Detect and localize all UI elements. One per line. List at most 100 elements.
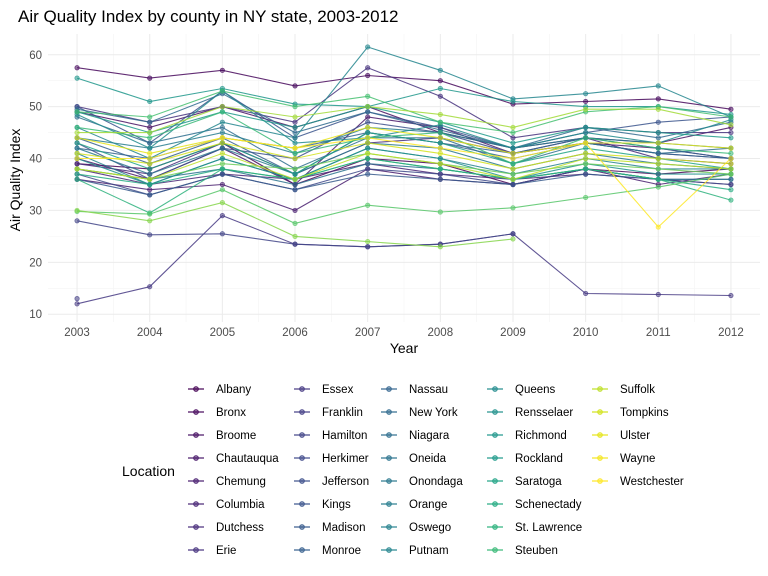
data-point	[510, 205, 516, 211]
series-line	[77, 173, 731, 224]
data-point	[728, 155, 734, 162]
legend-label: Madison	[322, 522, 365, 534]
legend-item: Oneida	[381, 453, 447, 465]
data-point	[74, 135, 80, 141]
data-point	[292, 83, 298, 89]
data-point	[510, 135, 516, 141]
data-point	[583, 150, 589, 156]
legend-item: Niagara	[381, 430, 450, 442]
data-point	[147, 192, 153, 198]
data-point	[292, 129, 298, 136]
legend-label: Erie	[216, 545, 236, 557]
legend-key-point	[386, 547, 392, 553]
legend-item: Oswego	[381, 522, 451, 534]
data-point	[292, 166, 298, 172]
y-tick-label: 20	[29, 257, 42, 269]
data-point	[292, 171, 298, 177]
legend-label: Franklin	[322, 407, 363, 419]
data-point	[437, 93, 443, 99]
data-point	[74, 166, 80, 172]
data-point	[74, 109, 80, 115]
legend-key-point	[492, 455, 498, 461]
data-point	[583, 171, 589, 177]
data-point	[655, 135, 661, 141]
legend-label: Albany	[216, 384, 251, 396]
data-point	[219, 161, 225, 167]
data-point	[292, 181, 298, 188]
series-line	[77, 106, 732, 134]
data-point	[365, 72, 371, 79]
data-point	[728, 197, 734, 203]
legend-label: Ulster	[620, 430, 650, 442]
data-point	[437, 85, 443, 92]
legend-label: Broome	[216, 430, 256, 442]
data-point	[74, 145, 80, 151]
legend-item: Onondaga	[381, 476, 463, 488]
data-point	[655, 140, 661, 146]
data-point	[655, 150, 661, 156]
data-point	[728, 114, 734, 120]
legend-key-point	[492, 409, 498, 415]
data-point	[655, 145, 661, 151]
x-tick-label: 2010	[573, 327, 599, 339]
data-point	[292, 140, 298, 146]
y-tick-label: 50	[29, 102, 42, 114]
legend-item: Steuben	[487, 545, 558, 557]
data-point	[510, 171, 516, 177]
legend-label: Hamilton	[322, 430, 367, 442]
legend-key-point	[299, 432, 305, 438]
data-point	[292, 233, 298, 239]
data-point	[147, 150, 153, 156]
x-tick-label: 2004	[137, 327, 163, 339]
data-point	[365, 104, 371, 110]
data-point	[655, 166, 661, 172]
legend-item: New York	[381, 407, 458, 419]
data-point	[510, 140, 516, 146]
data-point	[219, 109, 225, 115]
data-point	[583, 106, 589, 112]
data-point	[365, 244, 371, 250]
series-line	[76, 90, 731, 149]
legend-item: Rockland	[487, 453, 563, 465]
data-point	[292, 119, 298, 125]
legend-label: Orange	[409, 499, 447, 511]
legend-item: Essex	[294, 384, 354, 396]
data-point	[583, 161, 589, 167]
data-point	[510, 129, 516, 136]
data-point	[365, 140, 371, 146]
data-point	[219, 67, 225, 73]
legend-key-point	[386, 386, 392, 392]
legend-item: Putnam	[381, 545, 449, 557]
x-tick-label: 2009	[500, 327, 526, 339]
legend-label: Niagara	[409, 430, 450, 442]
series-line	[76, 157, 732, 214]
data-point	[583, 290, 589, 297]
data-point	[147, 114, 153, 120]
legend-label: Rockland	[515, 453, 563, 465]
data-point	[365, 238, 371, 245]
data-point	[728, 181, 734, 188]
data-point	[292, 155, 298, 162]
data-point	[292, 145, 298, 151]
legend-key-point	[492, 501, 498, 507]
data-point	[728, 129, 734, 136]
legend-key-point	[299, 409, 305, 415]
data-point	[74, 155, 80, 162]
data-point	[728, 150, 734, 156]
data-point	[655, 224, 661, 230]
data-point	[510, 181, 516, 188]
data-point	[74, 218, 80, 224]
data-point	[437, 176, 443, 182]
data-point	[365, 161, 371, 167]
legend-item: Saratoga	[487, 476, 562, 488]
data-point	[219, 155, 225, 162]
legend-key-point	[299, 501, 305, 507]
legend-label: Kings	[322, 499, 351, 511]
data-point	[655, 155, 661, 162]
data-point	[655, 96, 661, 102]
y-tick-label: 30	[29, 205, 42, 217]
data-point	[437, 67, 443, 73]
data-point	[74, 176, 80, 182]
legend-item: Ulster	[592, 430, 650, 442]
